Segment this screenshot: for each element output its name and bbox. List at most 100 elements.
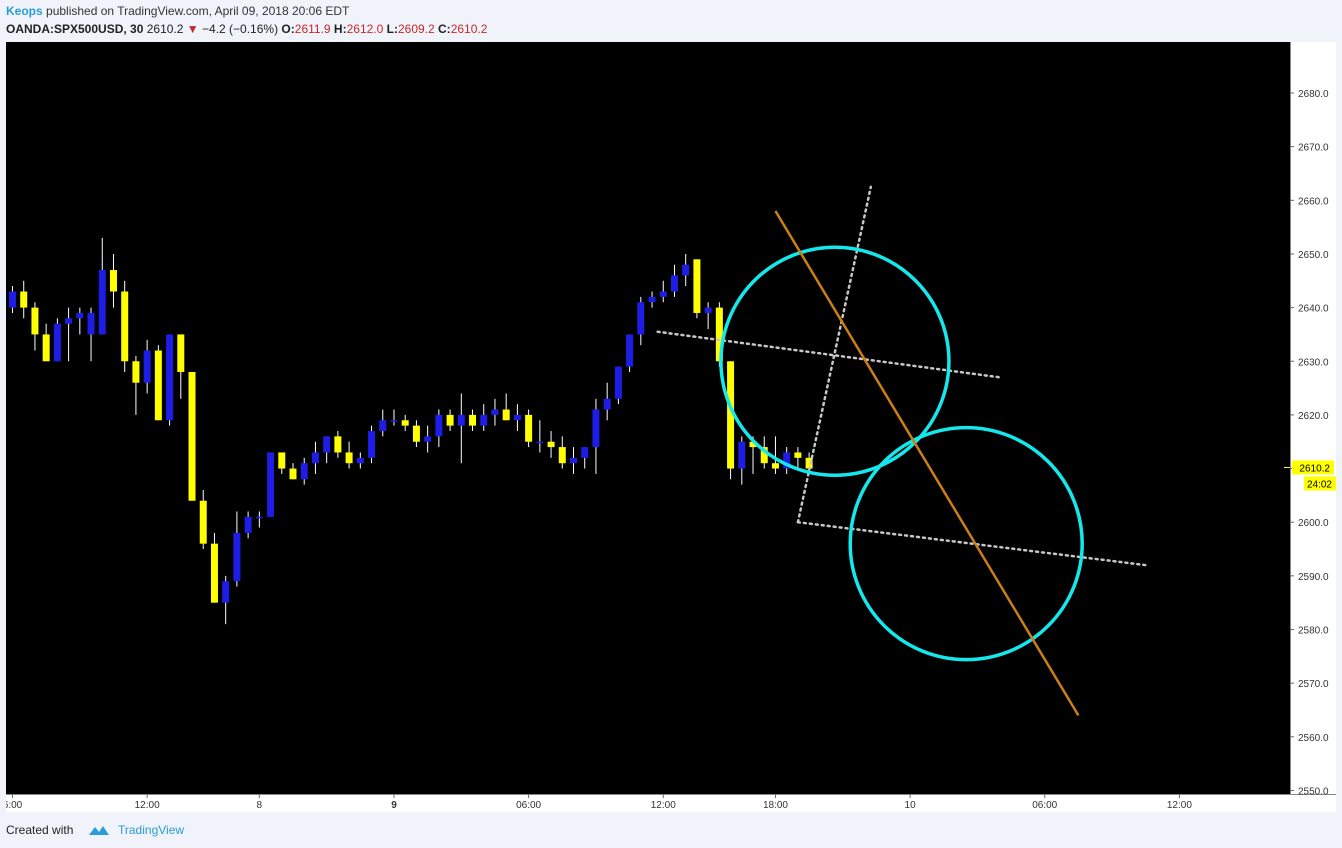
close-value: 2610.2 — [450, 22, 488, 36]
last-price: 2610.2 — [146, 22, 184, 36]
candle-body — [188, 371, 196, 501]
cyan-circle — [719, 245, 951, 477]
candle-body — [267, 452, 275, 517]
candle-body — [513, 414, 521, 421]
candle-body — [749, 441, 757, 448]
publish-line: Keops published on TradingView.com, Apri… — [6, 4, 349, 18]
last-price-label: 2610.2 — [1299, 463, 1330, 474]
candle-body — [536, 441, 544, 444]
x-tick-label: 10 — [905, 800, 917, 811]
dotted-projection-line — [796, 185, 873, 524]
y-tick-label: 2550.0 — [1298, 786, 1329, 797]
x-tick-label: 06:00 — [1032, 800, 1057, 811]
low-value: 2609.2 — [397, 22, 435, 36]
candle-body — [345, 452, 353, 464]
open-value: 2611.9 — [294, 22, 331, 36]
price-chart[interactable]: 2680.0 2670.0 2660.0 2650.0 2640.0 2630.0 2620… — [6, 42, 1336, 812]
candle-body — [805, 457, 813, 469]
high-value: 2612.0 — [346, 22, 384, 36]
candle-body — [368, 430, 376, 458]
candle-body — [648, 296, 656, 303]
y-tick-label: 2580.0 — [1298, 626, 1329, 637]
candle-body — [65, 318, 73, 324]
candle-body — [154, 350, 162, 421]
candle-body — [603, 398, 611, 410]
countdown-tag — [1304, 476, 1336, 491]
candle-body — [469, 414, 477, 426]
candle-body — [222, 581, 230, 603]
x-tick-label: 06:00 — [516, 800, 541, 811]
candle-body — [727, 361, 735, 469]
orange-trendline — [774, 210, 1080, 716]
candle-body — [109, 270, 117, 292]
candle-body — [177, 334, 185, 372]
candle-body — [356, 457, 364, 464]
published-text: published on TradingView.com, April 09, … — [46, 4, 350, 18]
y-tick-label: 2640.0 — [1298, 304, 1329, 315]
y-tick-label: 2600.0 — [1298, 518, 1329, 529]
created-with-text: Created with — [6, 823, 74, 837]
candle-body — [771, 463, 779, 469]
candle-body — [480, 414, 488, 426]
candle-body — [715, 307, 723, 362]
x-tick-label: 12:00 — [1167, 800, 1192, 811]
candle-body — [210, 543, 218, 603]
candle-body — [166, 334, 174, 421]
price-axis-area — [1290, 42, 1336, 794]
time-axis-area — [6, 794, 1336, 812]
candle-body — [637, 302, 645, 335]
chart-header: Keops published on TradingView.com, Apri… — [0, 0, 1342, 42]
candle-body — [53, 323, 61, 362]
x-tick-label: 8 — [257, 800, 263, 811]
candle-body — [682, 264, 690, 276]
candle-body — [31, 307, 39, 335]
candle-body — [20, 291, 28, 308]
x-tick-label: 6:00 — [6, 800, 23, 811]
cyan-circle — [848, 425, 1084, 662]
candle-body — [581, 447, 589, 458]
candle-body — [659, 291, 667, 297]
candle-body — [278, 452, 286, 469]
down-arrow-icon: ▼ — [186, 22, 199, 36]
candle-body — [525, 414, 533, 442]
candle-body — [412, 425, 420, 442]
last-price-tag — [1292, 460, 1334, 475]
tradingview-cloud-icon[interactable] — [86, 822, 112, 838]
low-label: L: — [386, 22, 398, 36]
candle-body — [570, 457, 577, 464]
candle-body — [491, 409, 499, 415]
change-value: −4.2 (−0.16%) — [202, 22, 279, 36]
candle-body — [502, 409, 510, 421]
y-tick-label: 2590.0 — [1298, 572, 1329, 583]
ohlc-line: OANDA:SPX500USD, 30 2610.2 ▼ −4.2 (−0.16… — [6, 22, 487, 36]
candle-body — [390, 420, 398, 422]
candle-body — [199, 500, 207, 544]
candle-body — [738, 441, 746, 469]
candle-body — [435, 414, 443, 437]
candle-body — [626, 334, 634, 367]
candle-body — [704, 307, 712, 313]
candle-body — [446, 414, 454, 426]
candle-body — [760, 447, 768, 464]
y-tick-label: 2560.0 — [1298, 733, 1329, 744]
dotted-projection-line — [656, 330, 1002, 379]
symbol-label[interactable]: OANDA:SPX500USD, 30 — [6, 22, 144, 36]
candle-body — [9, 291, 16, 308]
candle-body — [87, 312, 95, 335]
open-label: O: — [281, 22, 295, 36]
y-tick-label: 2570.0 — [1298, 679, 1329, 690]
candle-body — [457, 414, 465, 426]
candle-body — [424, 436, 432, 442]
x-tick-label: 12:00 — [651, 800, 676, 811]
y-tick-label: 2650.0 — [1298, 250, 1329, 261]
candle-body — [300, 463, 308, 480]
candle-body — [334, 436, 342, 453]
candle-body — [42, 334, 50, 362]
candle-body — [693, 259, 701, 313]
plot-area — [6, 42, 1290, 794]
author-link[interactable]: Keops — [6, 4, 43, 18]
high-label: H: — [333, 22, 347, 36]
candle-body — [121, 291, 129, 362]
y-tick-label: 2680.0 — [1298, 89, 1329, 100]
tradingview-brand-link[interactable]: TradingView — [118, 823, 185, 837]
